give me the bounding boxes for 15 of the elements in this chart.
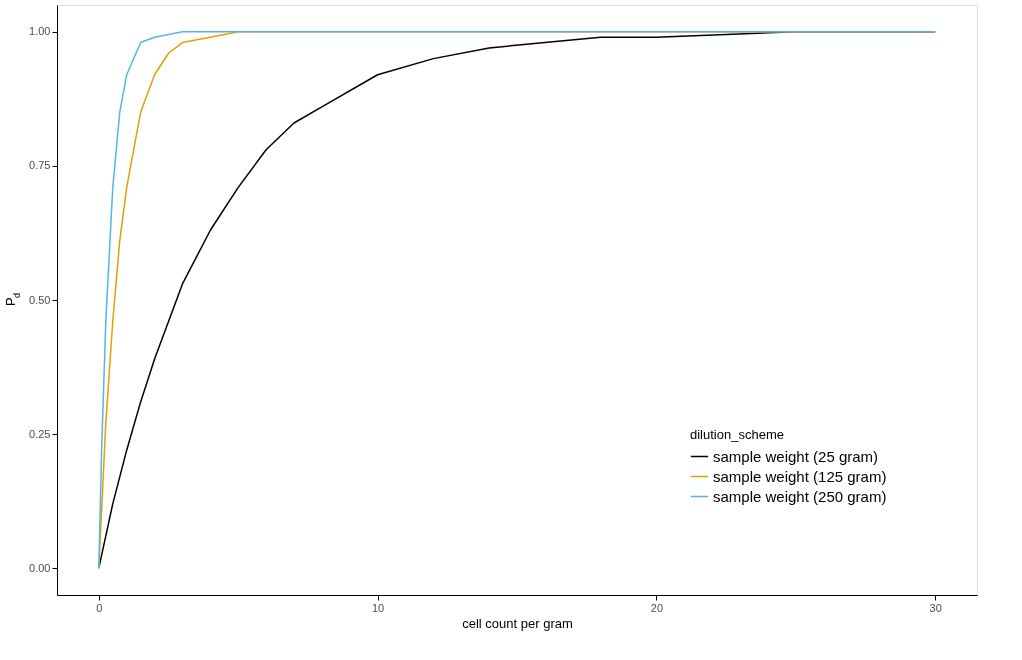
y-tick-label: 0.50 — [29, 293, 51, 306]
y-axis-title: Pd — [3, 292, 22, 306]
y-tick-label: 1.00 — [29, 25, 51, 38]
legend-label: sample weight (250 gram) — [713, 487, 887, 505]
x-tick-label: 0 — [96, 601, 103, 614]
y-tick-label: 0.75 — [29, 159, 51, 172]
x-tick-label: 10 — [371, 601, 385, 614]
x-tick-label: 20 — [650, 601, 664, 614]
legend-title: dilution_scheme — [690, 427, 784, 442]
y-tick-label: 0.25 — [29, 427, 51, 440]
legend-label: sample weight (125 gram) — [713, 467, 887, 485]
x-axis-title: cell count per gram — [462, 615, 573, 631]
x-tick-label: 30 — [929, 601, 942, 614]
legend-label: sample weight (25 gram) — [713, 447, 879, 465]
y-tick-label: 0.00 — [29, 561, 51, 574]
